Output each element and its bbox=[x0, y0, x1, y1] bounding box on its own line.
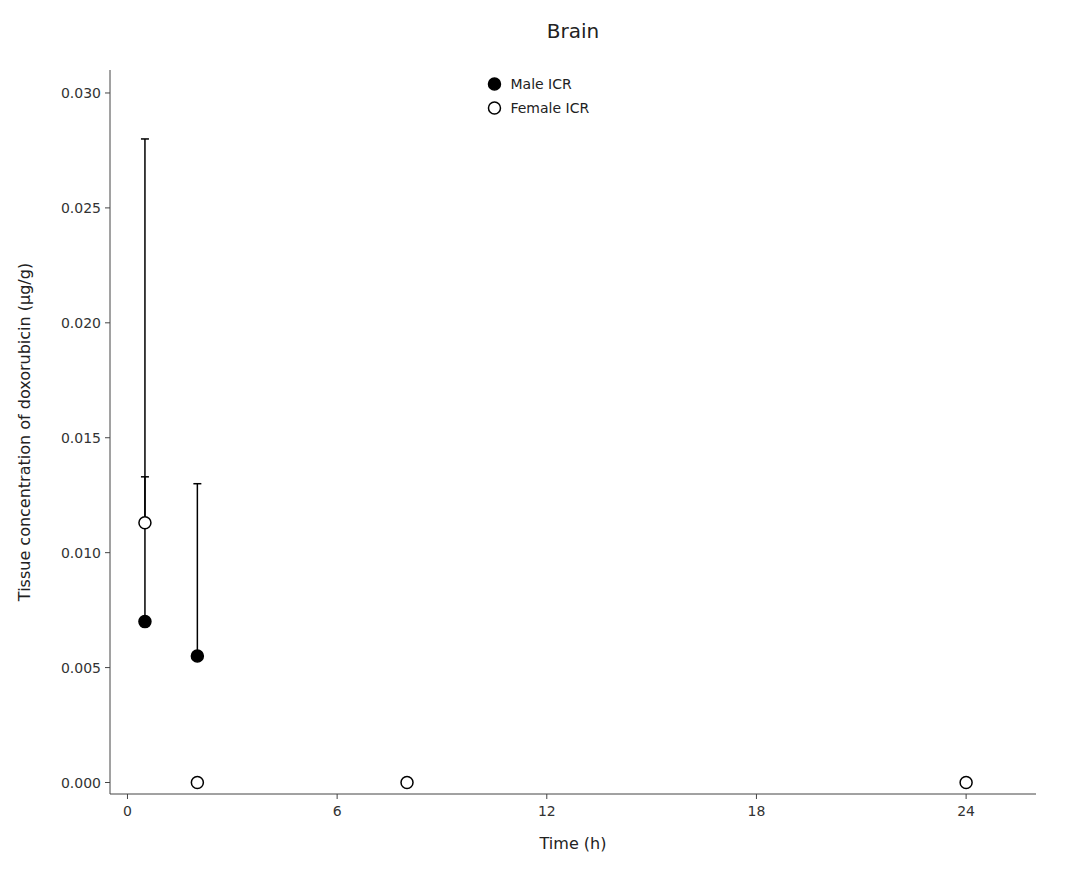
y-tick-label: 0.025 bbox=[61, 200, 101, 216]
y-tick-label: 0.005 bbox=[61, 660, 101, 676]
y-tick bbox=[105, 552, 110, 553]
point bbox=[191, 650, 203, 662]
chart: Brain 0 6 12 18 24 0.000 0.005 0.010 0.015 0.020 0.… bbox=[0, 0, 1076, 874]
legend-symbol bbox=[488, 78, 500, 90]
legend-label: Male ICR bbox=[510, 76, 572, 92]
x-tick bbox=[546, 794, 547, 799]
y-tick-label: 0.015 bbox=[61, 430, 101, 446]
series bbox=[139, 477, 972, 789]
y-tick-label: 0.010 bbox=[61, 545, 101, 561]
y-tick bbox=[105, 667, 110, 668]
legend-label: Female ICR bbox=[510, 100, 589, 116]
error-bar-cap bbox=[141, 476, 149, 478]
error-bar-stem bbox=[144, 477, 146, 523]
legend: Male ICR Female ICR bbox=[488, 76, 589, 116]
x-axis-label: Time (h) bbox=[539, 834, 607, 853]
x-tick-label: 0 bbox=[123, 803, 132, 819]
plot-area bbox=[139, 139, 972, 789]
y-tick-label: 0.020 bbox=[61, 315, 101, 331]
legend-symbol bbox=[488, 102, 500, 114]
point bbox=[960, 777, 972, 789]
point bbox=[139, 616, 151, 628]
point bbox=[401, 777, 413, 789]
error-bar-stem bbox=[144, 139, 146, 622]
title: Brain bbox=[547, 19, 599, 43]
x-axis-line bbox=[110, 794, 1036, 795]
y-tick bbox=[105, 207, 110, 208]
error-bar-cap bbox=[141, 138, 149, 140]
point bbox=[191, 777, 203, 789]
y-tick bbox=[105, 92, 110, 93]
x-tick bbox=[337, 794, 338, 799]
y-tick-label: 0.030 bbox=[61, 85, 101, 101]
x-tick-label: 18 bbox=[748, 803, 766, 819]
x-tick bbox=[966, 794, 967, 799]
x-tick-label: 6 bbox=[333, 803, 342, 819]
point bbox=[139, 517, 151, 529]
x-tick-label: 12 bbox=[538, 803, 556, 819]
error-bar bbox=[141, 139, 149, 622]
error-bar-stem bbox=[197, 484, 199, 656]
series bbox=[139, 139, 203, 662]
y-tick bbox=[105, 437, 110, 438]
error-bar-cap bbox=[193, 483, 201, 485]
y-tick-label: 0.000 bbox=[61, 775, 101, 791]
y-tick bbox=[105, 782, 110, 783]
x-tick bbox=[756, 794, 757, 799]
error-bar bbox=[141, 477, 149, 523]
error-bar bbox=[193, 484, 201, 656]
axes: 0 6 12 18 24 0.000 0.005 0.010 0.015 0.020 0.025 0.… bbox=[61, 70, 1036, 819]
y-axis-line bbox=[110, 70, 111, 794]
y-axis-label: Tissue concentration of doxorubicin (μg/… bbox=[15, 263, 34, 602]
y-tick bbox=[105, 322, 110, 323]
x-tick bbox=[127, 794, 128, 799]
x-tick-label: 24 bbox=[957, 803, 975, 819]
